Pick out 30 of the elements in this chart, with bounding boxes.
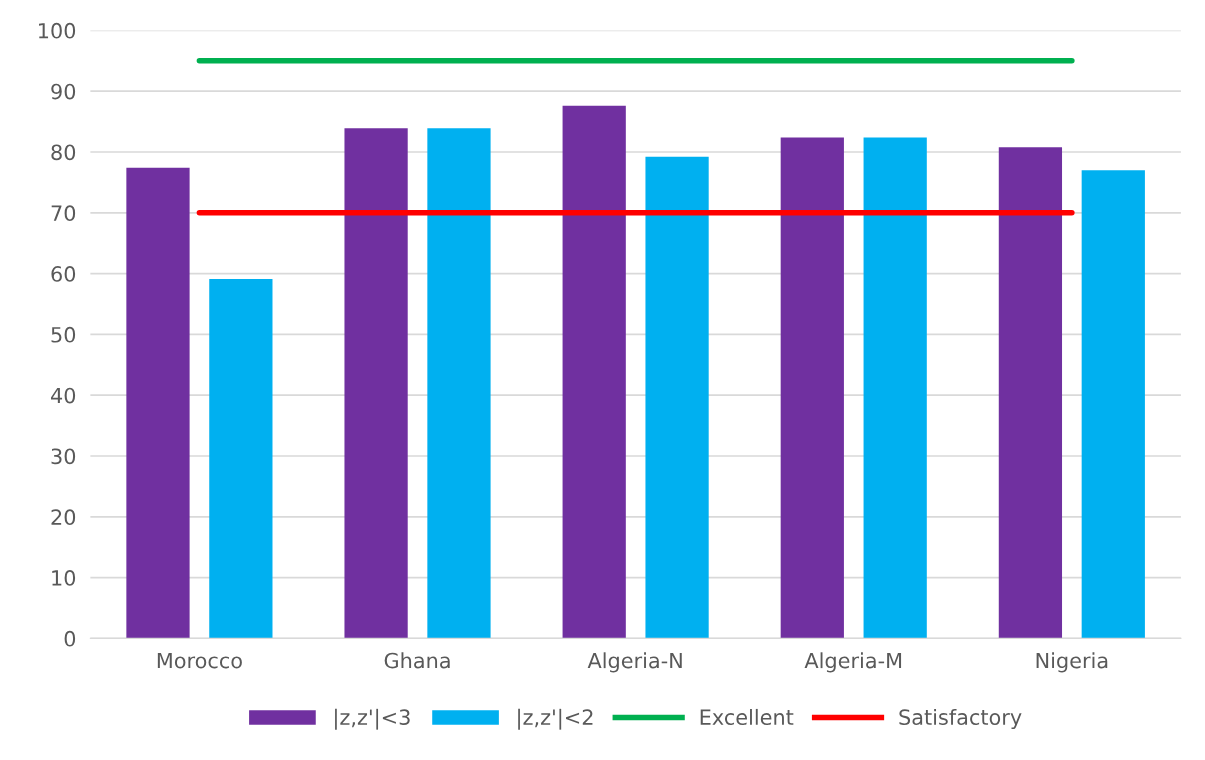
legend-label: Excellent [700, 708, 794, 726]
y-tick-label: 100 [39, 22, 76, 39]
y-tick-label: 20 [51, 509, 76, 526]
y-tick-label: 30 [51, 448, 76, 465]
legend-label: |z,z'|<3 [335, 708, 410, 730]
y-tick-label: 60 [51, 266, 76, 282]
legend-label: Satisfactory [899, 708, 1022, 730]
bar [344, 128, 408, 639]
bar [863, 137, 927, 639]
bar [780, 137, 844, 639]
bar [209, 279, 273, 639]
bar [562, 105, 626, 639]
y-tick-label: 0 [64, 630, 76, 647]
bar [1081, 170, 1145, 639]
x-tick-label: Nigeria [1036, 652, 1108, 673]
bar [998, 147, 1063, 639]
bar [126, 167, 190, 639]
legend-label: |z,z'|<2 [518, 708, 593, 730]
y-tick-label: 90 [51, 83, 76, 100]
x-tick-label: Algeria-N [587, 652, 682, 673]
x-tick-label: Algeria-M [804, 652, 902, 673]
y-tick-label: 40 [50, 387, 76, 404]
y-tick-label: 50 [51, 326, 76, 343]
x-tick-label: Morocco [157, 652, 242, 669]
y-tick-label: 80 [51, 144, 76, 161]
y-tick-label: 10 [52, 570, 76, 586]
bar [645, 156, 709, 639]
bar [427, 128, 491, 639]
x-tick-label: Ghana [384, 652, 450, 669]
y-tick-label: 70 [51, 205, 76, 222]
